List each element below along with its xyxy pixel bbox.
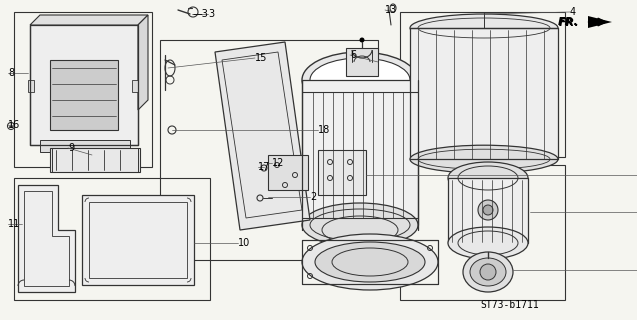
Text: —3: —3 (192, 9, 208, 19)
Text: FR.: FR. (559, 18, 580, 28)
Ellipse shape (315, 242, 425, 282)
Text: 15: 15 (255, 53, 268, 63)
Bar (14, 12, 152, 167)
Ellipse shape (410, 145, 558, 173)
Text: 10: 10 (238, 238, 250, 248)
Ellipse shape (448, 162, 528, 194)
Text: ST73-b1711: ST73-b1711 (481, 300, 540, 310)
Text: 4: 4 (570, 7, 576, 17)
Bar (302, 240, 438, 284)
Ellipse shape (359, 37, 364, 43)
Bar (82, 195, 194, 285)
Bar (28, 80, 34, 92)
Bar (400, 165, 565, 300)
Bar (132, 80, 138, 92)
Text: 9: 9 (68, 143, 74, 153)
Text: 3: 3 (208, 9, 214, 19)
Bar (89, 202, 187, 278)
Polygon shape (138, 15, 148, 110)
Ellipse shape (463, 252, 513, 292)
Text: 16: 16 (8, 120, 20, 130)
Ellipse shape (470, 258, 506, 286)
Ellipse shape (410, 14, 558, 42)
Bar (302, 80, 418, 225)
Ellipse shape (310, 58, 410, 102)
Bar (318, 150, 366, 195)
Text: 8: 8 (8, 68, 14, 78)
Bar (50, 148, 140, 172)
Text: 17: 17 (258, 162, 270, 172)
Bar (400, 12, 565, 157)
Bar (50, 60, 118, 130)
Bar (40, 140, 130, 152)
Polygon shape (30, 15, 148, 25)
Bar (14, 178, 210, 300)
Text: 2: 2 (310, 192, 316, 202)
Polygon shape (18, 185, 75, 292)
Bar (410, 28, 558, 159)
Polygon shape (215, 42, 310, 230)
Bar (30, 25, 138, 145)
Text: 12: 12 (272, 158, 284, 168)
Ellipse shape (302, 203, 418, 247)
Text: 6: 6 (350, 50, 356, 60)
Ellipse shape (302, 234, 438, 290)
Text: 18: 18 (318, 125, 330, 135)
Text: 13: 13 (385, 5, 397, 15)
Ellipse shape (483, 205, 493, 215)
Bar (448, 178, 528, 243)
Polygon shape (588, 16, 612, 28)
Ellipse shape (448, 227, 528, 259)
Bar (268, 155, 308, 190)
Bar (346, 48, 378, 76)
Ellipse shape (478, 200, 498, 220)
Text: FR.: FR. (558, 17, 579, 27)
Bar (160, 40, 378, 260)
Text: 11: 11 (8, 219, 20, 229)
Ellipse shape (480, 264, 496, 280)
Ellipse shape (302, 52, 418, 108)
